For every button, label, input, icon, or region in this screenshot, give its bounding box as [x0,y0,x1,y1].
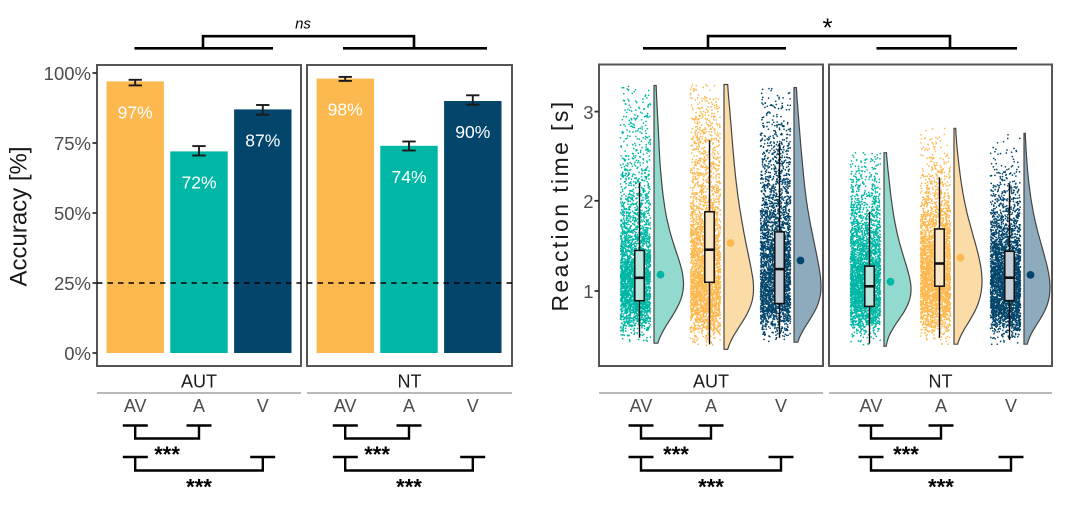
svg-text:*: * [822,13,832,43]
svg-text:3: 3 [583,102,593,123]
svg-text:Accuracy [%]: Accuracy [%] [6,146,33,286]
svg-text:***: *** [698,475,724,500]
svg-text:25%: 25% [54,273,91,294]
svg-text:***: *** [663,442,689,467]
svg-text:AUT: AUT [693,371,729,391]
svg-text:***: *** [396,475,422,500]
svg-text:A: A [403,396,415,416]
svg-text:90%: 90% [455,122,490,142]
svg-text:AV: AV [334,396,357,416]
svg-text:2: 2 [583,191,593,212]
svg-text:V: V [1005,396,1017,416]
svg-text:72%: 72% [181,173,216,193]
svg-text:AUT: AUT [181,371,217,391]
svg-text:AV: AV [630,396,653,416]
svg-text:A: A [193,396,205,416]
svg-text:97%: 97% [118,103,153,123]
svg-text:75%: 75% [54,133,91,154]
svg-text:ns: ns [295,16,311,33]
svg-text:0%: 0% [64,343,91,364]
svg-text:***: *** [928,475,954,500]
svg-text:98%: 98% [328,100,363,120]
svg-text:***: *** [893,442,919,467]
svg-text:V: V [257,396,269,416]
svg-text:AV: AV [860,396,883,416]
svg-text:***: *** [186,475,212,500]
svg-text:A: A [935,396,947,416]
svg-text:1: 1 [583,281,593,302]
svg-text:***: *** [154,442,180,467]
svg-text:A: A [705,396,717,416]
svg-text:Reaction time [s]: Reaction time [s] [547,99,573,311]
svg-text:87%: 87% [245,131,280,151]
svg-text:100%: 100% [44,63,91,84]
svg-text:V: V [775,396,787,416]
svg-text:74%: 74% [391,167,426,187]
svg-text:NT: NT [398,371,422,391]
svg-text:50%: 50% [54,203,91,224]
svg-text:V: V [467,396,479,416]
svg-text:AV: AV [124,396,147,416]
svg-text:NT: NT [929,371,953,391]
svg-text:***: *** [364,442,390,467]
